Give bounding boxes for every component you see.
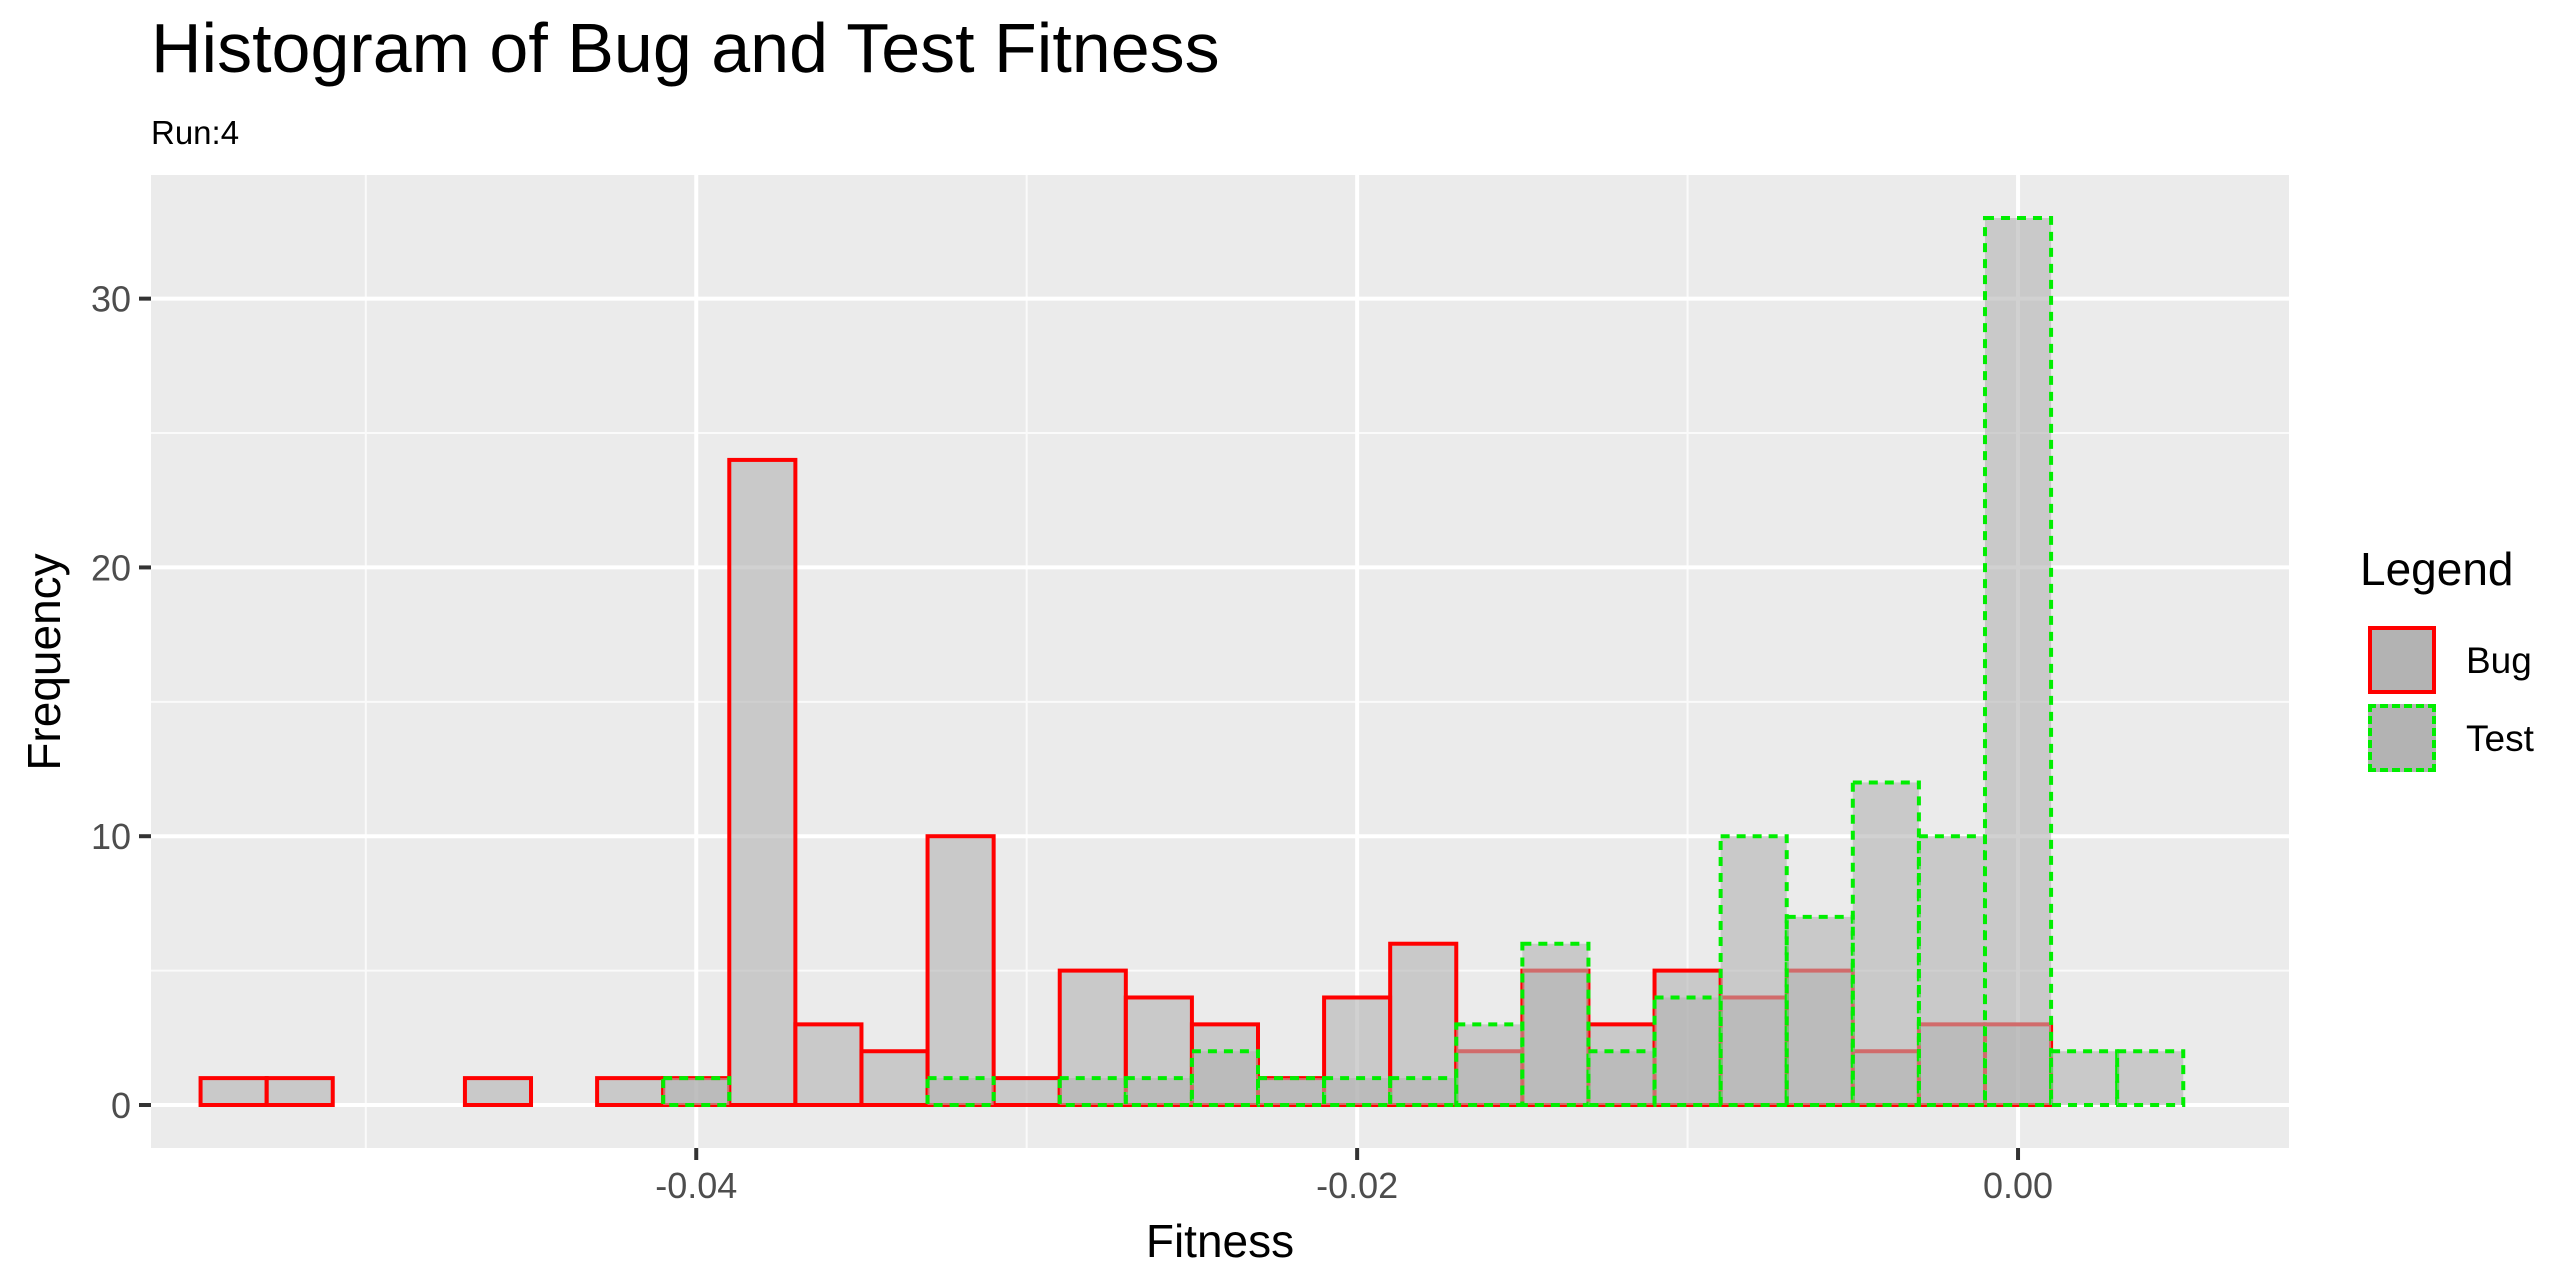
- legend-key-bug: [2368, 626, 2436, 694]
- bar-test: [1850, 780, 1921, 1107]
- bar-test: [1322, 1076, 1393, 1107]
- y-tick-label: 20: [91, 547, 131, 588]
- bar-bug: [198, 1076, 269, 1107]
- bar-bug: [991, 1076, 1062, 1107]
- bar-bug: [264, 1076, 335, 1107]
- bar-bug: [793, 1022, 864, 1107]
- bar-test: [1520, 941, 1591, 1107]
- legend-title: Legend: [2360, 543, 2514, 595]
- legend-key-test: [2368, 704, 2436, 772]
- bar-bug: [859, 1049, 930, 1107]
- legend-label-test: Test: [2466, 718, 2534, 759]
- x-tick-label: 0.00: [1983, 1165, 2053, 1206]
- bar-test: [1586, 1049, 1657, 1107]
- chart-subtitle: Run:4: [151, 114, 240, 151]
- y-tick-label: 30: [91, 279, 131, 320]
- y-tick-label: 0: [111, 1085, 131, 1126]
- bar-test: [1982, 216, 2054, 1107]
- test-bars: [661, 216, 2186, 1107]
- bar-test: [1454, 1022, 1525, 1107]
- bar-test: [2049, 1049, 2120, 1107]
- y-tick-label: 10: [91, 816, 131, 857]
- legend-label-bug: Bug: [2466, 640, 2532, 681]
- bar-test: [1388, 1076, 1459, 1107]
- x-tick-label: -0.04: [655, 1165, 737, 1206]
- bar-bug: [595, 1076, 666, 1107]
- bar-test: [1718, 834, 1789, 1107]
- x-axis-label: Fitness: [1146, 1215, 1294, 1267]
- bar-bug: [462, 1076, 534, 1107]
- bar-test: [925, 1076, 996, 1107]
- bar-test: [1784, 914, 1855, 1107]
- bar-bug: [727, 457, 798, 1107]
- bar-test: [1916, 834, 1987, 1107]
- chart-title: Histogram of Bug and Test Fitness: [151, 9, 1220, 87]
- bar-test: [1057, 1076, 1128, 1107]
- y-axis: 0 10 20 30: [91, 279, 151, 1126]
- bar-test: [1652, 995, 1723, 1107]
- x-tick-label: -0.02: [1316, 1165, 1398, 1206]
- bar-test: [1123, 1076, 1194, 1107]
- bar-test: [2115, 1049, 2186, 1107]
- bar-test: [661, 1076, 732, 1107]
- bar-test: [1256, 1076, 1327, 1107]
- bar-test: [1189, 1049, 1261, 1107]
- bar-bug: [925, 834, 996, 1107]
- x-axis: -0.04 -0.02 0.00: [655, 1148, 2053, 1206]
- y-axis-label: Frequency: [18, 553, 70, 770]
